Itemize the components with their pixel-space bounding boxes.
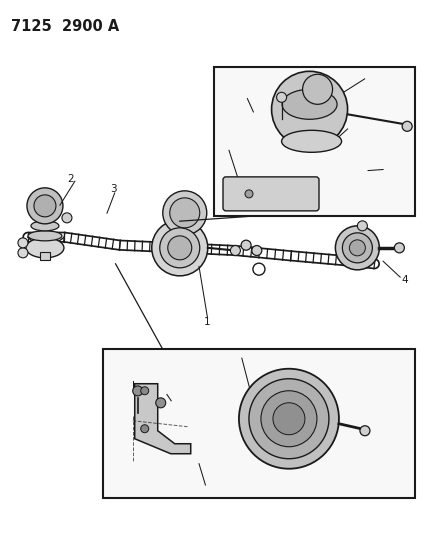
Ellipse shape [31,221,59,231]
Circle shape [163,191,207,235]
Ellipse shape [26,238,64,258]
Circle shape [133,386,143,396]
Circle shape [141,387,149,395]
Circle shape [261,391,317,447]
Circle shape [241,240,251,250]
Circle shape [357,221,367,231]
Circle shape [18,238,28,248]
Circle shape [245,190,253,198]
Text: 5: 5 [221,147,228,157]
Circle shape [342,233,372,263]
Circle shape [252,246,262,255]
Bar [40,252,50,260]
Text: 12: 12 [158,392,171,402]
Ellipse shape [282,130,342,152]
Circle shape [34,195,56,217]
Circle shape [349,240,366,256]
Circle shape [160,228,200,268]
Circle shape [230,246,241,255]
Text: 9: 9 [382,166,389,175]
Circle shape [276,92,287,102]
Circle shape [394,243,404,253]
Ellipse shape [28,231,62,241]
Text: 6: 6 [243,91,250,101]
Circle shape [27,188,63,224]
Ellipse shape [282,90,337,119]
Circle shape [273,403,305,435]
Text: 8: 8 [345,126,352,135]
Circle shape [156,398,166,408]
Circle shape [402,122,412,131]
Text: 1: 1 [204,318,211,327]
Text: 3: 3 [110,184,117,194]
FancyBboxPatch shape [223,177,319,211]
Circle shape [336,226,379,270]
Bar [103,349,415,498]
Circle shape [170,198,200,228]
Circle shape [239,369,339,469]
Circle shape [249,379,329,459]
Text: 7125  2900 A: 7125 2900 A [11,19,119,34]
Circle shape [303,74,333,104]
Circle shape [168,236,192,260]
Text: 2: 2 [67,174,74,183]
Bar [214,67,415,216]
Circle shape [141,425,149,433]
Polygon shape [135,384,191,454]
Circle shape [62,213,72,223]
Text: 10: 10 [235,358,248,367]
Text: 4: 4 [401,275,408,285]
Circle shape [360,426,370,436]
Text: 11: 11 [124,379,137,389]
Text: 7: 7 [365,72,372,82]
Circle shape [152,220,208,276]
Circle shape [18,248,28,258]
Circle shape [272,71,348,147]
Ellipse shape [33,212,57,220]
Text: 13: 13 [199,484,212,494]
